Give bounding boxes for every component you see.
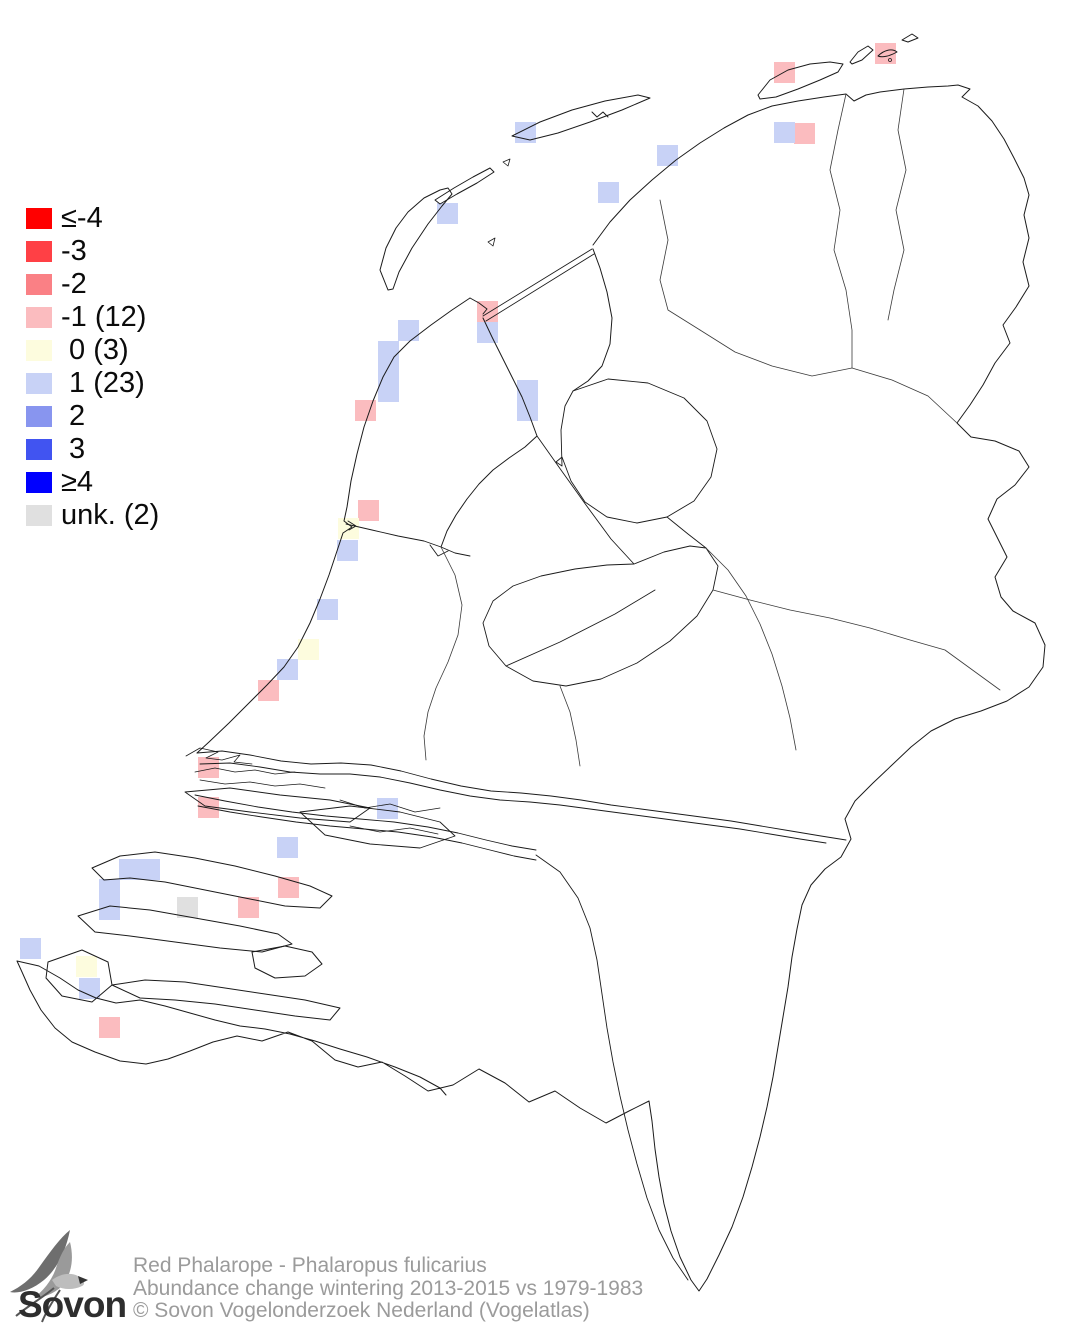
- map-square: [517, 400, 538, 421]
- map-square: [377, 798, 398, 819]
- legend: ≤-4 -3 -2 -1 (12) 0 (3) 1 (23) 2 3 ≥4 unk. (2…: [26, 202, 159, 532]
- map-square: [99, 879, 120, 900]
- map-square: [437, 203, 458, 224]
- map-square: [774, 122, 795, 143]
- legend-swatch: [26, 241, 52, 262]
- legend-swatch: [26, 406, 52, 427]
- legend-label: 3: [61, 433, 86, 465]
- map-square: [139, 859, 160, 880]
- map-square: [338, 518, 359, 539]
- map-square: [875, 43, 896, 64]
- map-square: [477, 322, 498, 343]
- legend-label: -2: [61, 268, 87, 300]
- legend-item: 2: [26, 400, 159, 433]
- legend-label: -3: [61, 235, 87, 267]
- legend-swatch: [26, 208, 52, 229]
- sovon-logo-text: Sovon: [18, 1284, 127, 1325]
- legend-item: -2: [26, 268, 159, 301]
- map-square: [298, 639, 319, 660]
- legend-swatch: [26, 439, 52, 460]
- map-square: [378, 361, 399, 382]
- legend-item: ≤-4: [26, 202, 159, 235]
- map-square: [177, 897, 198, 918]
- legend-item: 3: [26, 433, 159, 466]
- map-square: [794, 123, 815, 144]
- map-square: [238, 897, 259, 918]
- map-square: [398, 320, 419, 341]
- map-square: [198, 797, 219, 818]
- map-square: [358, 500, 379, 521]
- map-square: [76, 956, 97, 977]
- map-square: [378, 381, 399, 402]
- map-square: [278, 877, 299, 898]
- legend-label: ≤-4: [61, 202, 103, 234]
- map-square: [119, 859, 140, 880]
- map-square: [477, 301, 498, 322]
- map-square: [355, 400, 376, 421]
- legend-swatch: [26, 373, 52, 394]
- map-square: [317, 599, 338, 620]
- map-square: [20, 938, 41, 959]
- legend-label: 2: [61, 400, 86, 432]
- footer-caption: Red Phalarope - Phalaropus fulicarius Ab…: [133, 1254, 644, 1323]
- legend-swatch: [26, 274, 52, 295]
- legend-label: unk. (2): [61, 499, 160, 531]
- map-square: [99, 1017, 120, 1038]
- map-square: [79, 978, 100, 999]
- map-square: [277, 837, 298, 858]
- legend-item: 0 (3): [26, 334, 159, 367]
- legend-label: -1 (12): [61, 301, 147, 333]
- legend-label: ≥4: [61, 466, 94, 498]
- map-square: [277, 659, 298, 680]
- legend-item: 1 (23): [26, 367, 159, 400]
- legend-item: -1 (12): [26, 301, 159, 334]
- legend-item: -3: [26, 235, 159, 268]
- map-square: [517, 380, 538, 401]
- map-square: [258, 680, 279, 701]
- map-subtitle: Abundance change wintering 2013-2015 vs …: [133, 1276, 644, 1300]
- legend-swatch: [26, 340, 52, 361]
- legend-label: 0 (3): [61, 334, 129, 366]
- map-square: [99, 899, 120, 920]
- copyright-line: © Sovon Vogelonderzoek Nederland (Vogela…: [133, 1299, 590, 1322]
- legend-item: ≥4: [26, 466, 159, 499]
- map-square: [337, 540, 358, 561]
- map-square: [774, 62, 795, 83]
- map-square: [598, 182, 619, 203]
- legend-swatch: [26, 472, 52, 493]
- legend-item: unk. (2): [26, 499, 159, 532]
- map-square: [198, 757, 219, 778]
- legend-label: 1 (23): [61, 367, 145, 399]
- map-square: [515, 122, 536, 143]
- legend-swatch: [26, 505, 52, 526]
- species-title: Red Phalarope - Phalaropus fulicarius: [133, 1254, 487, 1277]
- legend-swatch: [26, 307, 52, 328]
- map-square: [378, 341, 399, 362]
- map-square: [657, 145, 678, 166]
